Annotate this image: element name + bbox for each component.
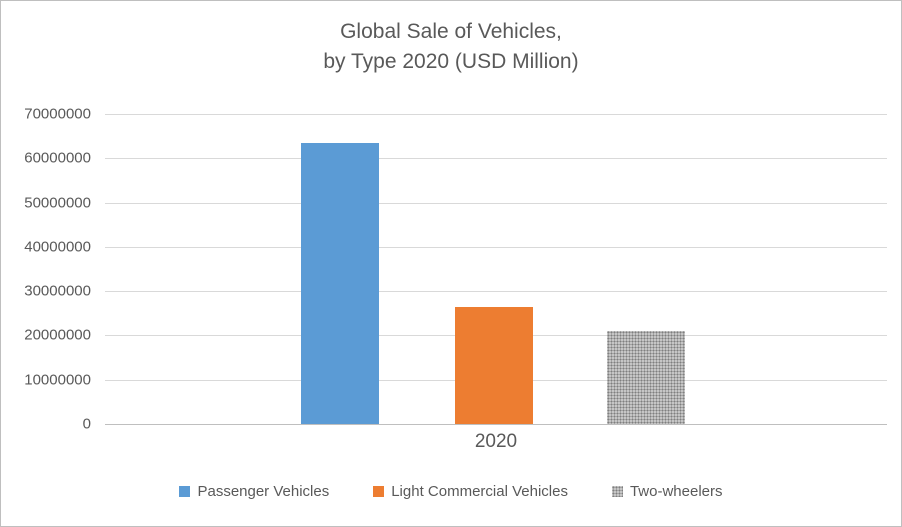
x-axis-category-label: 2020 xyxy=(474,431,518,452)
legend-label: Light Commercial Vehicles xyxy=(391,483,568,500)
y-tick-label: 40000000 xyxy=(24,238,91,256)
legend-swatch-icon xyxy=(373,486,385,497)
legend-label: Passenger Vehicles xyxy=(197,483,330,500)
legend-label: Two-wheelers xyxy=(629,483,723,500)
bar-two-wheelers xyxy=(607,331,686,424)
gridline xyxy=(105,114,887,115)
y-tick-label: 30000000 xyxy=(24,282,91,300)
gridline xyxy=(105,202,887,204)
bar-passenger-vehicles xyxy=(300,142,379,424)
legend-item-two-wheelers: Two-wheelers xyxy=(611,483,723,500)
y-tick-label: 60000000 xyxy=(24,149,91,167)
y-axis-ticks: 0 10000000 20000000 30000000 40000000 5000000… xyxy=(1,106,97,433)
plot-area xyxy=(105,114,887,425)
legend-swatch-icon xyxy=(179,486,191,497)
legend: Passenger Vehicles Light Commercial Vehi… xyxy=(1,483,901,500)
legend-swatch-icon xyxy=(611,486,623,497)
y-tick-label: 50000000 xyxy=(24,194,91,212)
y-tick-label: 70000000 xyxy=(24,105,91,123)
bar-light-commercial-vehicles xyxy=(454,306,533,424)
chart-title: Global Sale of Vehicles, by Type 2020 (U… xyxy=(1,17,901,78)
legend-item-passenger-vehicles: Passenger Vehicles xyxy=(179,483,329,500)
legend-item-light-commercial-vehicles: Light Commercial Vehicles xyxy=(373,483,568,500)
gridline xyxy=(105,246,887,248)
y-tick-label: 10000000 xyxy=(24,371,91,389)
gridline xyxy=(105,158,887,160)
gridline xyxy=(105,291,887,293)
chart-title-line1: Global Sale of Vehicles, xyxy=(340,20,562,43)
y-tick-label: 20000000 xyxy=(24,326,91,344)
chart-title-line2: by Type 2020 (USD Million) xyxy=(323,50,579,74)
y-tick-label: 0 xyxy=(82,415,91,433)
